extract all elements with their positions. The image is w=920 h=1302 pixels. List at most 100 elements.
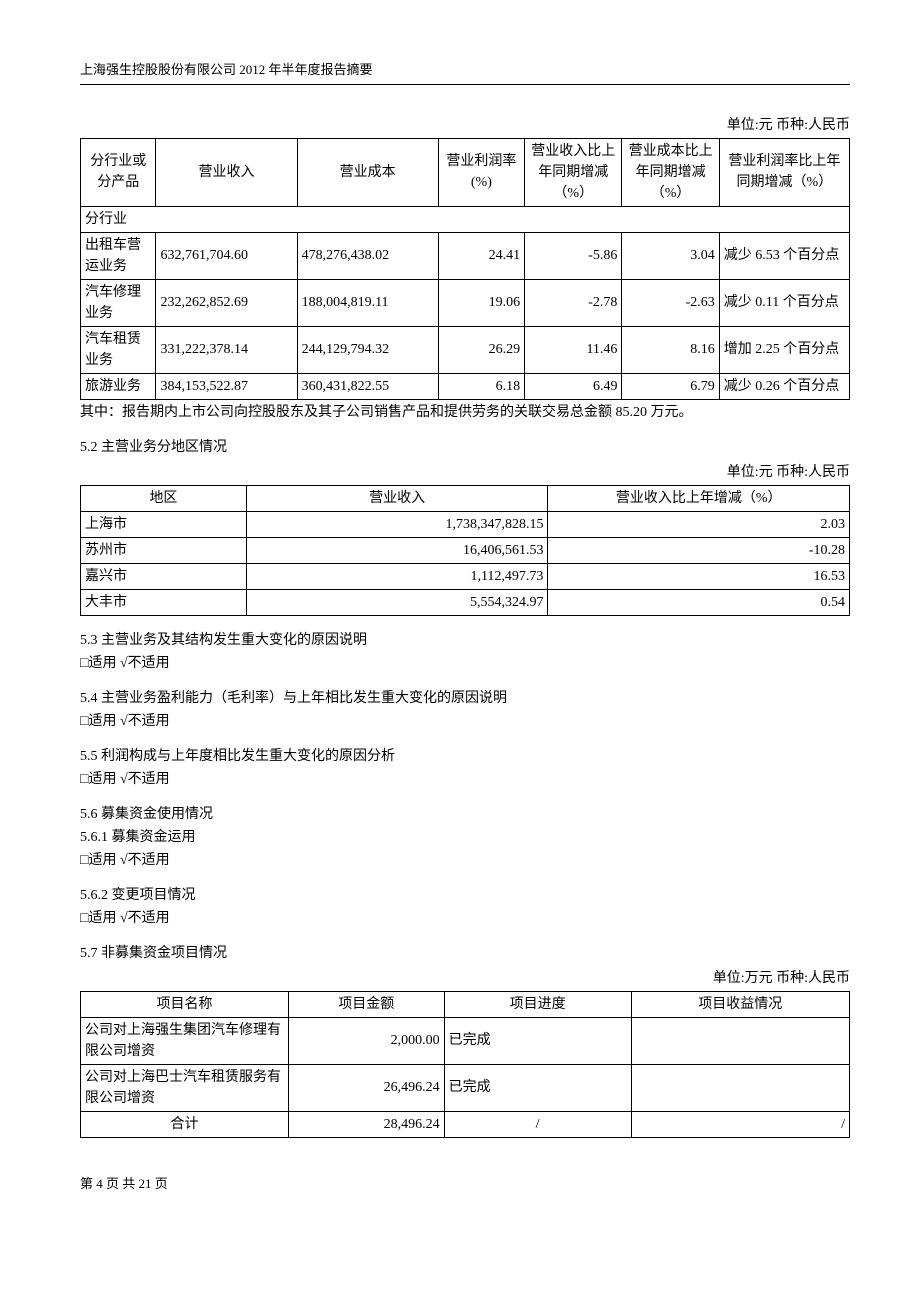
table-cell: 减少 0.11 个百分点 bbox=[719, 279, 849, 326]
table-cell: 汽车租赁业务 bbox=[81, 326, 156, 373]
table-cell: 244,129,794.32 bbox=[297, 326, 438, 373]
table-row: 旅游业务384,153,522.87360,431,822.556.186.49… bbox=[81, 373, 850, 399]
col-header: 营业成本 bbox=[297, 138, 438, 206]
section-5-7-title: 5.7 非募集资金项目情况 bbox=[80, 943, 850, 964]
table-region: 地区 营业收入 营业收入比上年增减（%） 上海市1,738,347,828.15… bbox=[80, 485, 850, 616]
table-row: 汽车修理业务232,262,852.69188,004,819.1119.06-… bbox=[81, 279, 850, 326]
table-cell: / bbox=[631, 1111, 849, 1137]
table-row: 出租车营运业务632,761,704.60478,276,438.0224.41… bbox=[81, 232, 850, 279]
table-cell: 5,554,324.97 bbox=[246, 589, 548, 615]
table-cell: 478,276,438.02 bbox=[297, 232, 438, 279]
table-cell: 232,262,852.69 bbox=[156, 279, 297, 326]
section-5-3-title: 5.3 主营业务及其结构发生重大变化的原因说明 bbox=[80, 630, 850, 651]
col-header: 营业收入 bbox=[246, 485, 548, 511]
table-cell: 汽车修理业务 bbox=[81, 279, 156, 326]
col-header: 项目名称 bbox=[81, 991, 289, 1017]
table-cell: 26,496.24 bbox=[288, 1064, 444, 1111]
col-header: 项目金额 bbox=[288, 991, 444, 1017]
table-cell: 6.49 bbox=[525, 373, 622, 399]
table-cell: 旅游业务 bbox=[81, 373, 156, 399]
table-cell: 1,112,497.73 bbox=[246, 563, 548, 589]
section-5-4-title: 5.4 主营业务盈利能力（毛利率）与上年相比发生重大变化的原因说明 bbox=[80, 688, 850, 709]
table-cell: 1,738,347,828.15 bbox=[246, 511, 548, 537]
col-header: 营业利润率比上年同期增减（%） bbox=[719, 138, 849, 206]
col-header: 营业收入 bbox=[156, 138, 297, 206]
table-cell: 合计 bbox=[81, 1111, 289, 1137]
table-cell: 公司对上海巴士汽车租赁服务有限公司增资 bbox=[81, 1064, 289, 1111]
col-header: 项目进度 bbox=[444, 991, 631, 1017]
table-cell bbox=[631, 1017, 849, 1064]
table-cell: 384,153,522.87 bbox=[156, 373, 297, 399]
col-header: 营业收入比上年同期增减（%） bbox=[525, 138, 622, 206]
table-row: 苏州市16,406,561.53-10.28 bbox=[81, 537, 850, 563]
table-cell: 减少 6.53 个百分点 bbox=[719, 232, 849, 279]
table-cell bbox=[631, 1064, 849, 1111]
table-cell: 6.79 bbox=[622, 373, 719, 399]
table-cell: 已完成 bbox=[444, 1017, 631, 1064]
table-cell: -2.63 bbox=[622, 279, 719, 326]
unit-line-2: 单位:元 币种:人民币 bbox=[80, 462, 850, 483]
page-header: 上海强生控股股份有限公司 2012 年半年度报告摘要 bbox=[80, 60, 850, 80]
col-header: 地区 bbox=[81, 485, 247, 511]
table-row: 公司对上海强生集团汽车修理有限公司增资2,000.00已完成 bbox=[81, 1017, 850, 1064]
table-cell: 331,222,378.14 bbox=[156, 326, 297, 373]
col-header: 营业收入比上年增减（%） bbox=[548, 485, 850, 511]
table-cell: 24.41 bbox=[438, 232, 524, 279]
section-5-6-title: 5.6 募集资金使用情况 bbox=[80, 804, 850, 825]
unit-line-3: 单位:万元 币种:人民币 bbox=[80, 968, 850, 989]
col-header: 分行业或分产品 bbox=[81, 138, 156, 206]
col-header: 营业利润率 (%) bbox=[438, 138, 524, 206]
table-cell: 16,406,561.53 bbox=[246, 537, 548, 563]
table-cell: / bbox=[444, 1111, 631, 1137]
table-header-row: 地区 营业收入 营业收入比上年增减（%） bbox=[81, 485, 850, 511]
table-total-row: 合计28,496.24// bbox=[81, 1111, 850, 1137]
table-cell: 2,000.00 bbox=[288, 1017, 444, 1064]
table-cell: 0.54 bbox=[548, 589, 850, 615]
table-cell: 26.29 bbox=[438, 326, 524, 373]
table-cell: 28,496.24 bbox=[288, 1111, 444, 1137]
col-header: 营业成本比上年同期增减（%） bbox=[622, 138, 719, 206]
table-header-row: 项目名称 项目金额 项目进度 项目收益情况 bbox=[81, 991, 850, 1017]
section-5-5-body: □适用 √不适用 bbox=[80, 769, 850, 790]
table-cell: 188,004,819.11 bbox=[297, 279, 438, 326]
table-cell: 苏州市 bbox=[81, 537, 247, 563]
page-footer: 第 4 页 共 21 页 bbox=[80, 1174, 850, 1194]
section-5-6-2-title: 5.6.2 变更项目情况 bbox=[80, 885, 850, 906]
section-5-6-1-body: □适用 √不适用 bbox=[80, 850, 850, 871]
table-cell: 3.04 bbox=[622, 232, 719, 279]
table-cell: 嘉兴市 bbox=[81, 563, 247, 589]
table-row: 公司对上海巴士汽车租赁服务有限公司增资26,496.24已完成 bbox=[81, 1064, 850, 1111]
table-cell: 2.03 bbox=[548, 511, 850, 537]
table-cell: 19.06 bbox=[438, 279, 524, 326]
table-section-row: 分行业 bbox=[81, 206, 850, 232]
table-row: 大丰市5,554,324.970.54 bbox=[81, 589, 850, 615]
section-5-2-title: 5.2 主营业务分地区情况 bbox=[80, 437, 850, 458]
table-cell: 减少 0.26 个百分点 bbox=[719, 373, 849, 399]
table-cell: -5.86 bbox=[525, 232, 622, 279]
table-row: 汽车租赁业务331,222,378.14244,129,794.3226.291… bbox=[81, 326, 850, 373]
table-cell: 360,431,822.55 bbox=[297, 373, 438, 399]
table-cell: 大丰市 bbox=[81, 589, 247, 615]
table-cell: 11.46 bbox=[525, 326, 622, 373]
section-5-4-body: □适用 √不适用 bbox=[80, 711, 850, 732]
section-label: 分行业 bbox=[81, 206, 850, 232]
unit-line-1: 单位:元 币种:人民币 bbox=[80, 115, 850, 136]
table-projects: 项目名称 项目金额 项目进度 项目收益情况 公司对上海强生集团汽车修理有限公司增… bbox=[80, 991, 850, 1138]
table-row: 上海市1,738,347,828.152.03 bbox=[81, 511, 850, 537]
table-cell: 16.53 bbox=[548, 563, 850, 589]
section-5-6-2-body: □适用 √不适用 bbox=[80, 908, 850, 929]
table-cell: 出租车营运业务 bbox=[81, 232, 156, 279]
table-cell: 6.18 bbox=[438, 373, 524, 399]
table-cell: -10.28 bbox=[548, 537, 850, 563]
table-industry: 分行业或分产品 营业收入 营业成本 营业利润率 (%) 营业收入比上年同期增减（… bbox=[80, 138, 850, 400]
header-rule bbox=[80, 84, 850, 85]
table-header-row: 分行业或分产品 营业收入 营业成本 营业利润率 (%) 营业收入比上年同期增减（… bbox=[81, 138, 850, 206]
col-header: 项目收益情况 bbox=[631, 991, 849, 1017]
table-cell: 632,761,704.60 bbox=[156, 232, 297, 279]
table-cell: 已完成 bbox=[444, 1064, 631, 1111]
section-5-6-1-title: 5.6.1 募集资金运用 bbox=[80, 827, 850, 848]
table-row: 嘉兴市1,112,497.7316.53 bbox=[81, 563, 850, 589]
table-cell: 公司对上海强生集团汽车修理有限公司增资 bbox=[81, 1017, 289, 1064]
note-related-transactions: 其中：报告期内上市公司向控股股东及其子公司销售产品和提供劳务的关联交易总金额 8… bbox=[80, 402, 850, 423]
table-cell: -2.78 bbox=[525, 279, 622, 326]
